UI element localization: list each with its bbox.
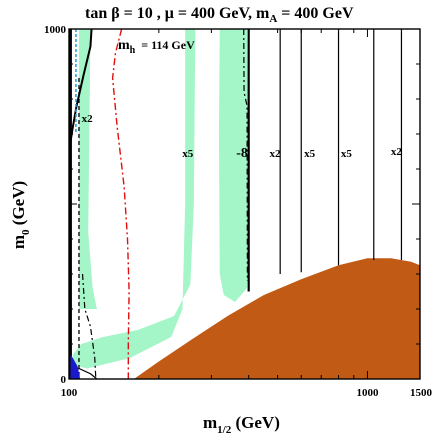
relic-density-region [72,29,249,369]
contour-label-6: x2 [391,146,403,158]
contour-label-2: -8 [236,146,248,161]
x-tick-label-1: 1000 [356,387,379,399]
axis-ticks [68,28,421,380]
mh-contour [111,29,130,379]
y-axis-label: m0 (GeV) [9,181,32,249]
charged-lsp-region [133,258,420,379]
y-tick-label-0: 0 [61,374,67,386]
x-tick-label-2: 1500 [410,387,433,399]
x2-contour-topleft [69,29,93,152]
contour-label-1: x5 [182,148,194,160]
contour-label-0: x2 [82,113,94,125]
x-tick-label-0: 100 [61,387,78,399]
contour-label-3: x2 [269,148,281,160]
y-tick-label-1: 1000 [44,24,67,36]
relic-strip-right [218,29,249,302]
tick-labels: 100 1000 1500 0 1000 [44,24,433,399]
mh-label: mh = 114 GeV [118,38,195,56]
vertical-contours [243,29,403,292]
b-to-s-gamma-region [69,352,81,379]
contour-label-4: x5 [304,148,316,160]
contour-label-5: x5 [341,148,353,160]
dashdot-contour-left [81,273,97,379]
contour-labels: x2 x5 -8 x2 x5 x5 x2 [82,113,403,161]
x-axis-label: m1/2 (GeV) [203,413,280,436]
dashdot-contour-right [243,29,248,282]
relic-strip-left [78,29,97,309]
relic-strip-mid [72,29,196,369]
chart-title: tan β = 10 , μ = 400 GeV, mA = 400 GeV [85,5,354,25]
